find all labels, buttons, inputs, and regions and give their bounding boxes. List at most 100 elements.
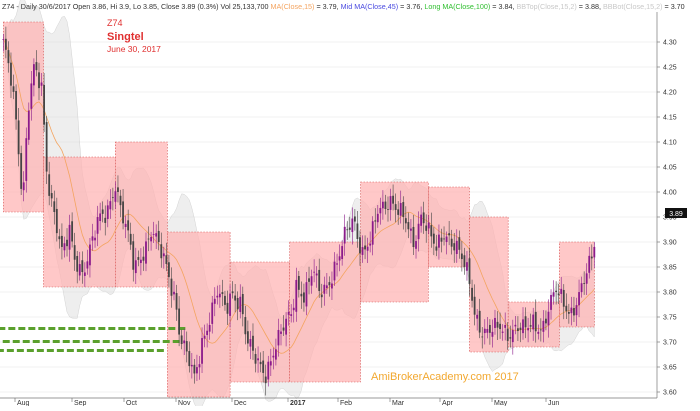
candle-body: [40, 82, 43, 86]
candle-body: [417, 223, 420, 240]
candle-body: [104, 217, 107, 223]
range-box: [469, 216, 509, 353]
candle-body: [101, 209, 104, 214]
candle-body: [580, 283, 583, 293]
candle-body: [178, 308, 181, 335]
candle-body: [394, 204, 397, 210]
candle-body: [539, 329, 542, 331]
candle-body: [532, 314, 535, 330]
candle-body: [381, 201, 384, 209]
candle-body: [440, 237, 443, 242]
header-segment: = 3.88,: [577, 2, 603, 11]
x-tick-label: Jun: [548, 400, 559, 406]
candle-body: [519, 327, 522, 330]
candle-body: [168, 262, 170, 278]
candle-body: [33, 64, 35, 86]
candle-body: [139, 259, 142, 264]
candle-body: [473, 296, 476, 315]
candle-body: [537, 331, 540, 334]
candle-body: [20, 153, 23, 189]
candle-body: [300, 293, 303, 297]
x-tick-label: Nov: [178, 400, 191, 406]
candle-body: [53, 201, 56, 213]
x-tick-label: May: [494, 400, 508, 406]
candle-body: [338, 256, 341, 261]
candle-body: [292, 307, 295, 311]
header-segment: = 3.70: [663, 2, 685, 11]
candle-body: [476, 314, 479, 319]
candle-body: [351, 218, 354, 233]
candle-body: [371, 221, 374, 245]
candle-body: [514, 324, 517, 327]
candle-body: [491, 331, 494, 337]
candle-body: [180, 335, 183, 345]
candle-body: [203, 335, 206, 339]
candle-body: [545, 318, 547, 324]
candle-body: [111, 197, 114, 199]
candle-body: [560, 288, 563, 294]
candle-body: [142, 256, 145, 261]
candle-body: [170, 278, 173, 296]
candle-body: [277, 329, 280, 346]
candle-body: [343, 226, 346, 244]
candle-body: [236, 298, 239, 310]
candle-body: [527, 328, 530, 331]
candle-body: [4, 38, 7, 50]
x-tick-label: Aug: [17, 400, 30, 406]
candle-body: [213, 298, 216, 304]
candle-body: [27, 110, 30, 140]
candle-body: [89, 244, 91, 266]
candle-body: [552, 292, 555, 297]
candle-body: [68, 224, 71, 250]
x-tick-label: Oct: [126, 400, 137, 406]
candle-body: [501, 331, 504, 333]
candle-body: [295, 279, 298, 312]
candle-body: [132, 241, 135, 270]
candle-body: [239, 296, 242, 312]
candle-body: [183, 340, 186, 344]
x-tick-label: Dec: [234, 400, 247, 406]
candle-body: [272, 355, 275, 358]
candle-body: [231, 291, 234, 294]
candle-body: [262, 360, 265, 373]
candle-body: [379, 207, 382, 214]
y-tick-label: 3.90: [663, 240, 677, 247]
candle-body: [397, 209, 400, 215]
candle-body: [17, 120, 20, 155]
candle-body: [524, 316, 527, 328]
candle-body: [353, 216, 356, 222]
candle-body: [81, 260, 84, 273]
y-tick-label: 4.20: [663, 90, 677, 97]
candle-body: [404, 218, 407, 224]
candle-body: [435, 246, 438, 251]
candle-body: [254, 354, 257, 364]
candle-body: [313, 271, 316, 273]
range-box: [167, 231, 231, 398]
candle-body: [573, 308, 575, 316]
candle-body: [55, 208, 58, 234]
candle-body: [389, 196, 392, 210]
candle-body: [542, 320, 545, 332]
candle-body: [557, 293, 560, 296]
support-lines: [0, 327, 186, 352]
candle-body: [504, 324, 507, 328]
y-tick-label: 3.60: [663, 390, 677, 397]
last-price-text: 3.89: [669, 211, 683, 218]
candle-body: [336, 263, 338, 265]
candle-body: [196, 367, 198, 374]
candle-body: [287, 311, 290, 315]
candle-body: [221, 292, 224, 295]
candle-body: [522, 319, 524, 334]
range-boxes: [3, 21, 595, 398]
candle-body: [297, 275, 300, 290]
candle-body: [185, 341, 188, 352]
candle-body: [12, 86, 15, 92]
header-segment: BBBot(Close,15,2): [603, 2, 663, 11]
ma15-line: [2, 38, 595, 354]
candle-body: [165, 255, 168, 264]
candle-body: [252, 335, 254, 351]
last-price-marker: [665, 208, 687, 218]
y-tick-label: 3.85: [663, 265, 677, 272]
candle-body: [241, 293, 244, 315]
candle-body: [211, 302, 214, 324]
